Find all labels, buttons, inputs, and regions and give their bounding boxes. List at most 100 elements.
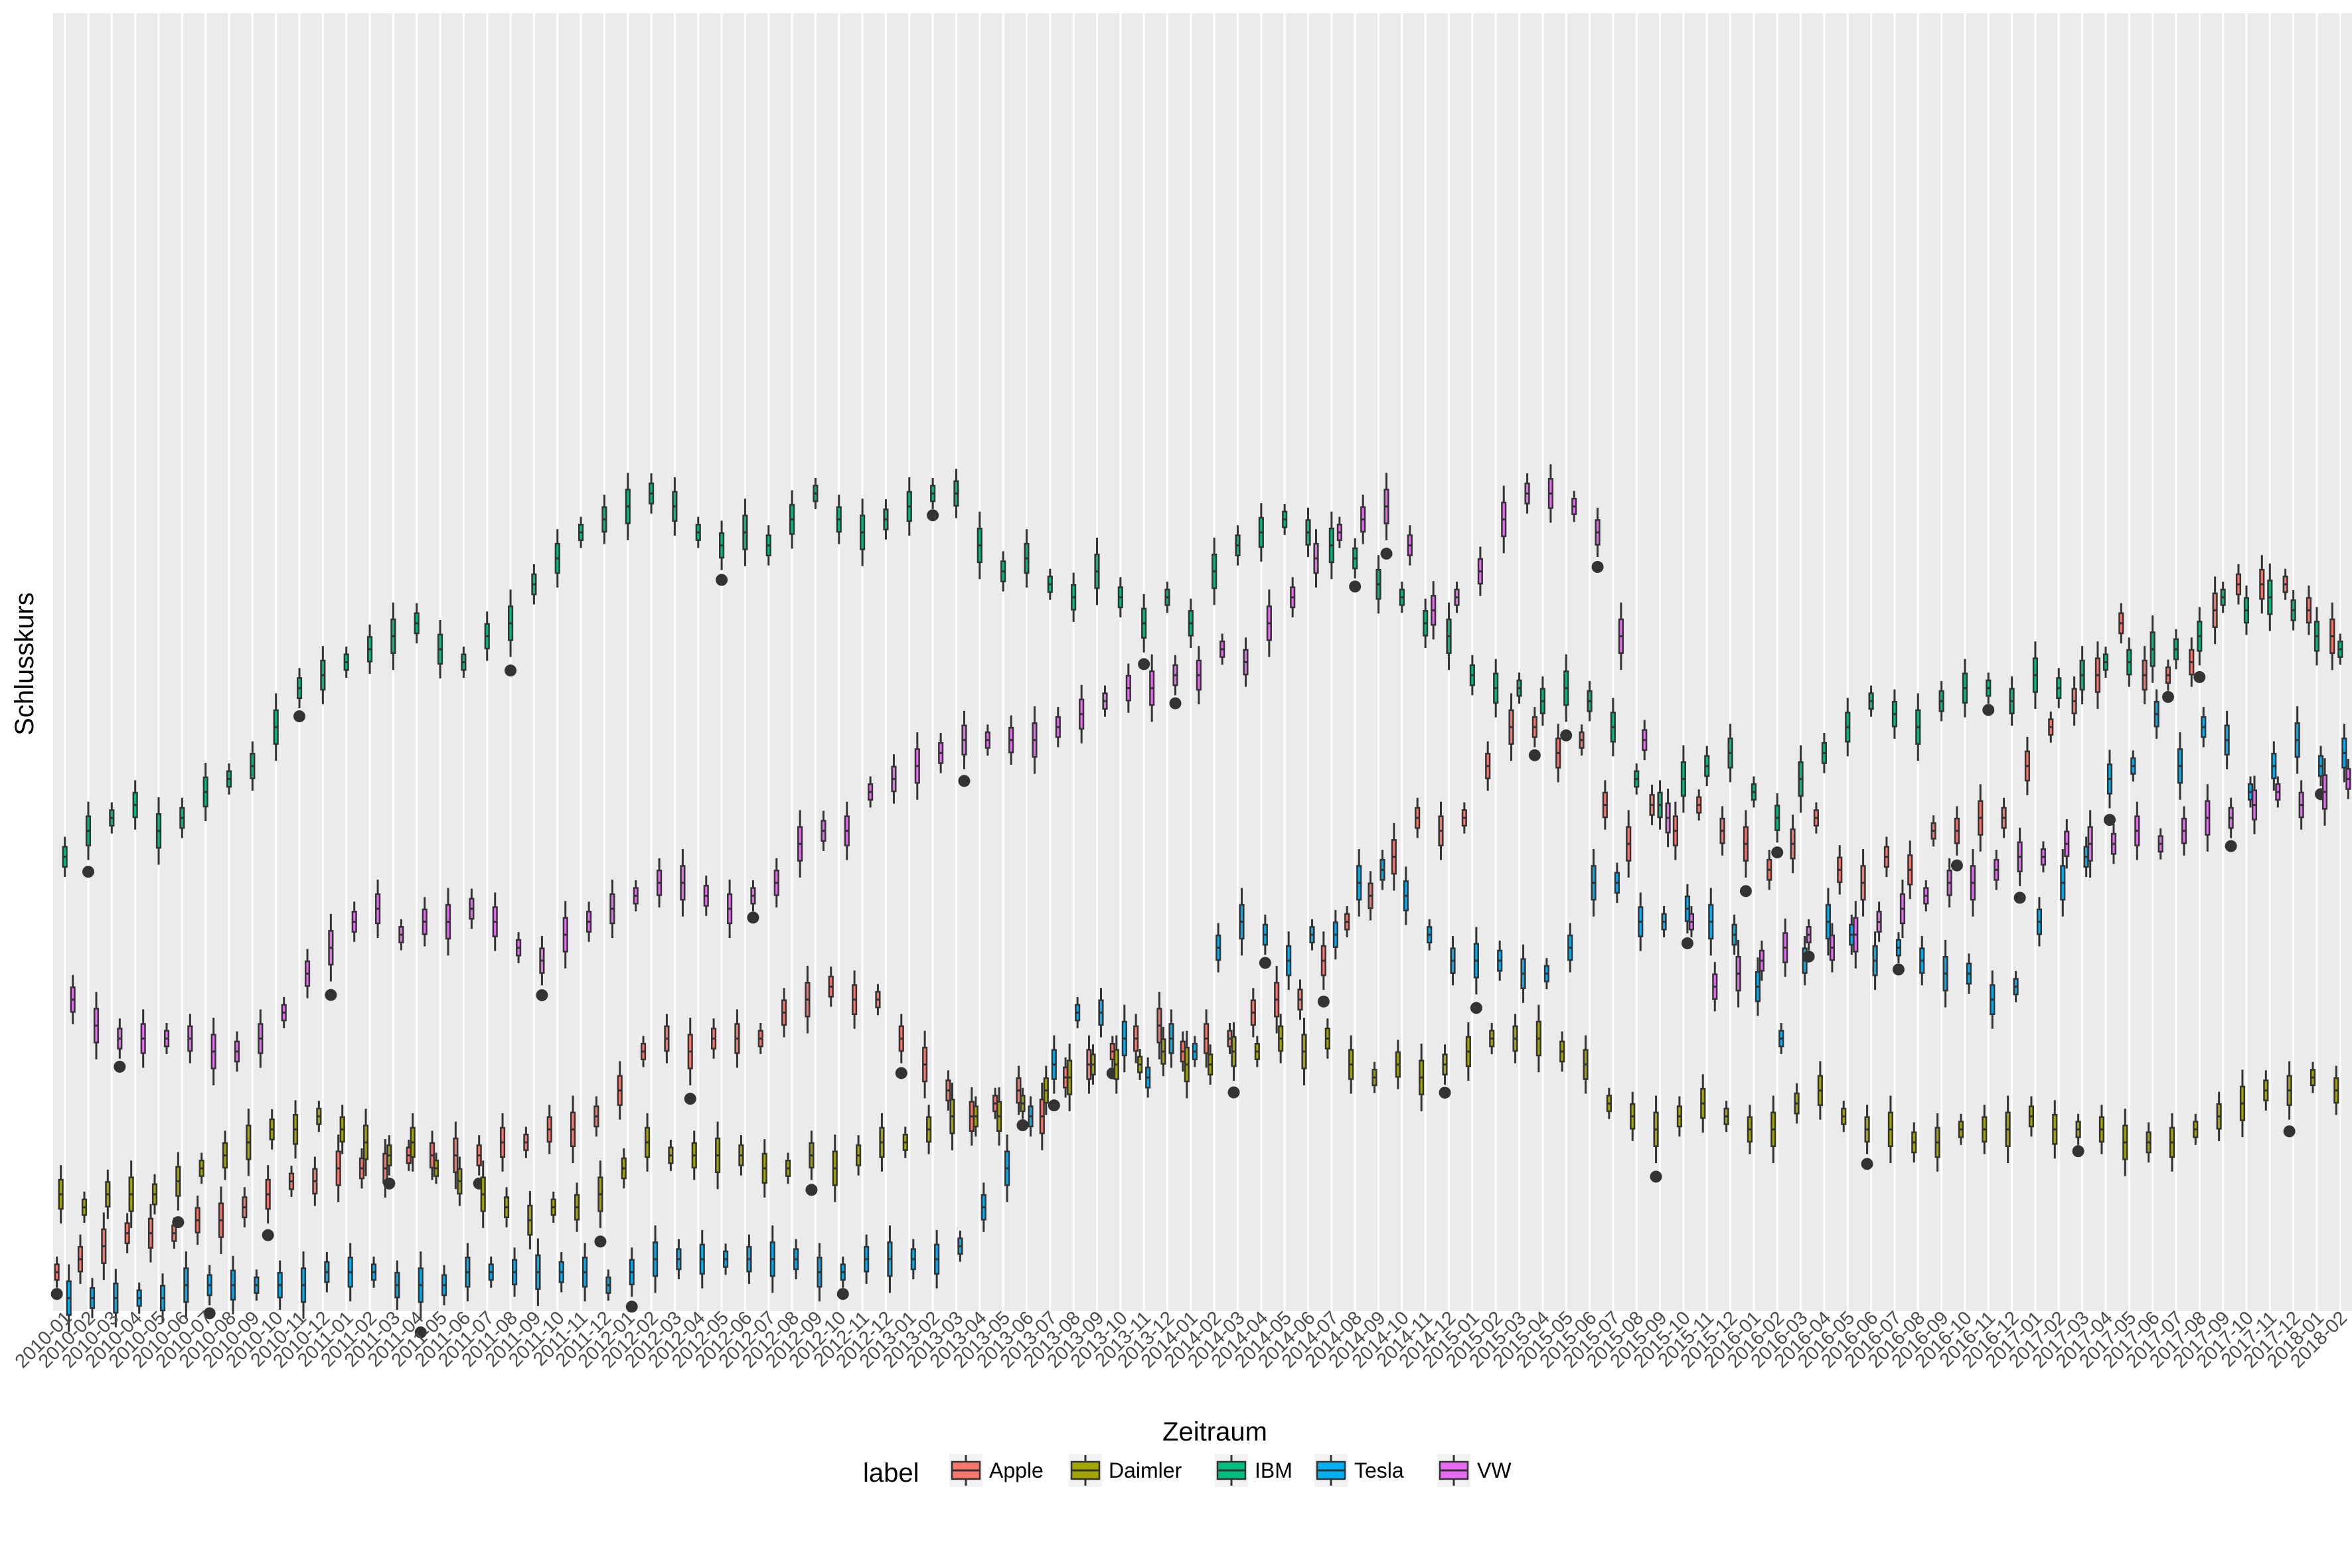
- boxplot-daimler-2013-06: [1016, 1087, 1029, 1132]
- boxplot-vw-2014-02: [1219, 633, 1225, 665]
- boxplot-ibm-2011-07: [484, 611, 490, 661]
- boxplot-apple-2013-03: [945, 1070, 951, 1111]
- boxplot-daimler-2010-01: [58, 1165, 64, 1224]
- outlier-point: [1650, 1170, 1662, 1183]
- boxplot-daimler-2014-10: [1395, 1040, 1401, 1089]
- boxplot-vw-2011-10: [562, 901, 568, 969]
- boxplot-tesla-2014-02: [1215, 923, 1221, 973]
- boxplot-ibm-2012-10: [836, 495, 842, 544]
- boxplot-daimler-2012-12: [879, 1113, 885, 1172]
- boxplot-ibm-2011-12: [601, 495, 607, 544]
- boxplot-ibm-2015-07: [1610, 698, 1616, 757]
- boxplot-vw-2011-05: [445, 888, 451, 956]
- outlier-point: [895, 1067, 907, 1079]
- outlier-point: [1259, 957, 1271, 969]
- boxplot-daimler-2015-05: [1559, 1031, 1565, 1072]
- boxplot-tesla-2015-11: [1708, 888, 1714, 956]
- boxplot-vw-2011-06: [469, 888, 475, 929]
- boxplot-daimler-2013-12: [1160, 1026, 1166, 1077]
- boxplot-tesla-2013-02: [934, 1229, 940, 1289]
- boxplot-ibm-2017-02: [2056, 668, 2062, 708]
- outlier-point: [1591, 561, 1604, 574]
- outlier-point: [747, 911, 759, 924]
- boxplot-ibm-2014-08: [1349, 538, 1362, 593]
- boxplot-apple-2012-09: [805, 965, 811, 1034]
- boxplot-ibm-2015-04: [1539, 676, 1545, 726]
- boxplot-ibm-2013-04: [977, 511, 982, 580]
- boxplot-apple-2010-11: [288, 1166, 295, 1197]
- boxplot-vw-2012-07: [773, 858, 779, 907]
- boxplot-apple-2013-08: [1063, 1057, 1069, 1098]
- boxplot-vw-2010-11: [304, 949, 311, 998]
- boxplot-tesla-2010-01: [66, 1264, 72, 1332]
- outlier-point: [536, 989, 548, 1002]
- boxplot-vw-2013-08: [1079, 684, 1085, 744]
- boxplot-ibm-2016-07: [1891, 689, 1898, 739]
- boxplot-vw-2014-05: [1290, 577, 1296, 618]
- boxplot-daimler-2014-11: [1419, 1044, 1425, 1111]
- outlier-point: [805, 1184, 818, 1196]
- boxplot-tesla-2015-06: [1591, 849, 1597, 917]
- boxplot-vw-2010-05: [163, 1022, 170, 1054]
- boxplot-ibm-2016-01: [1751, 776, 1757, 808]
- boxplot-ibm-2011-05: [437, 619, 443, 678]
- boxplot-ibm-2014-05: [1282, 503, 1288, 535]
- boxplot-tesla-2014-08: [1356, 849, 1362, 917]
- boxplot-daimler-2017-07: [2169, 1113, 2175, 1172]
- boxplot-apple-2015-10: [1672, 801, 1678, 860]
- boxplot-apple-2017-03: [2071, 676, 2077, 726]
- outlier-point: [1892, 963, 1905, 976]
- boxplot-tesla-2017-05: [2130, 750, 2136, 782]
- boxplot-daimler-2010-03: [105, 1169, 111, 1219]
- vertical-gridlines: [64, 13, 2341, 1311]
- boxplot-apple-2016-11: [1978, 784, 1984, 852]
- boxplot-daimler-2011-07: [480, 1160, 486, 1228]
- boxplot-daimler-2016-01: [1747, 1105, 1753, 1154]
- outlier-point: [2013, 892, 2026, 904]
- boxplot-tesla-2015-08: [1638, 892, 1644, 951]
- outlier-point: [1528, 749, 1541, 761]
- boxplot-tesla-2012-04: [699, 1229, 705, 1289]
- boxplot-apple-2017-09: [2212, 576, 2218, 645]
- boxplot-daimler-2016-05: [1841, 1101, 1847, 1133]
- boxplot-vw-2014-06: [1313, 529, 1319, 588]
- boxplot-tesla-2016-04: [1825, 888, 1832, 956]
- boxplot-vw-2016-07: [1899, 879, 1906, 938]
- boxplot-vw-2017-04: [2110, 823, 2117, 864]
- boxplot-ibm-2012-07: [765, 525, 771, 566]
- boxplot-apple-2015-06: [1579, 724, 1585, 756]
- boxplot-vw-2016-02: [1782, 918, 1788, 977]
- boxplot-apple-2016-05: [1837, 845, 1843, 895]
- boxplot-vw-2010-06: [187, 1014, 193, 1063]
- boxplot-ibm-2016-03: [1798, 745, 1804, 813]
- boxplot-tesla-2015-02: [1497, 940, 1503, 981]
- boxplot-vw-2014-11: [1431, 581, 1437, 640]
- boxplot-tesla-2011-02: [370, 1256, 377, 1288]
- boxplot-tesla-2016-01: [1755, 957, 1761, 1016]
- boxplot-daimler-2011-09: [527, 1191, 533, 1250]
- boxplot-ibm-2011-06: [461, 647, 467, 678]
- boxplot-daimler-2016-09: [1934, 1113, 1940, 1172]
- boxplot-ibm-2012-09: [813, 477, 819, 509]
- boxplot-apple-2010-05: [147, 1204, 154, 1263]
- boxplot-daimler-2016-11: [1982, 1105, 1988, 1154]
- boxplot-tesla-2014-01: [1192, 1036, 1198, 1067]
- boxplot-apple-2011-01: [335, 1135, 341, 1202]
- boxplot-vw-2012-05: [727, 879, 733, 938]
- boxplot-tesla-2010-07: [203, 1265, 216, 1320]
- boxplot-tesla-2013-07: [1048, 1035, 1060, 1112]
- boxplot-apple-2017-02: [2048, 711, 2054, 743]
- boxplot-vw-2016-01: [1759, 940, 1765, 981]
- boxplot-tesla-2011-05: [441, 1265, 447, 1306]
- boxplot-tesla-2012-02: [653, 1225, 659, 1293]
- boxplot-daimler-2014-07: [1324, 1018, 1330, 1059]
- outlier-point: [1771, 846, 1784, 859]
- boxplot-apple-2012-11: [852, 970, 858, 1029]
- outlier-point: [203, 1307, 216, 1320]
- boxplot-ibm-2016-05: [1845, 698, 1851, 757]
- boxplot-ibm-2016-04: [1821, 733, 1828, 773]
- boxplot-tesla-2014-09: [1379, 849, 1385, 890]
- boxplot-daimler-2017-06: [2146, 1122, 2152, 1163]
- boxplot-tesla-2010-10: [277, 1260, 283, 1310]
- boxplot-daimler-2010-04: [128, 1160, 134, 1228]
